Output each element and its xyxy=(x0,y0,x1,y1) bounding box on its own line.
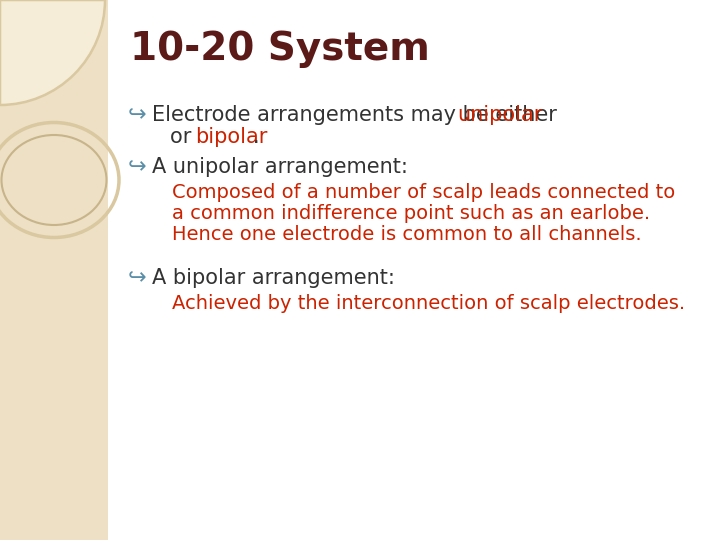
Text: ↪: ↪ xyxy=(128,268,147,288)
Text: .: . xyxy=(253,127,259,147)
Text: ↪: ↪ xyxy=(128,157,147,177)
Text: or: or xyxy=(170,127,198,147)
Text: Hence one electrode is common to all channels.: Hence one electrode is common to all cha… xyxy=(172,225,642,244)
Text: 10-20 System: 10-20 System xyxy=(130,30,430,68)
Wedge shape xyxy=(0,0,105,105)
Text: ↪: ↪ xyxy=(128,105,147,125)
Text: A bipolar arrangement:: A bipolar arrangement: xyxy=(152,268,395,288)
Text: Composed of a number of scalp leads connected to: Composed of a number of scalp leads conn… xyxy=(172,183,675,202)
Text: Achieved by the interconnection of scalp electrodes.: Achieved by the interconnection of scalp… xyxy=(172,294,685,313)
Text: Electrode arrangements may be either: Electrode arrangements may be either xyxy=(152,105,564,125)
Text: a common indifference point such as an earlobe.: a common indifference point such as an e… xyxy=(172,204,650,223)
Text: A unipolar arrangement:: A unipolar arrangement: xyxy=(152,157,408,177)
Bar xyxy=(0,0,108,540)
Text: bipolar: bipolar xyxy=(194,127,267,147)
Text: unipolar: unipolar xyxy=(457,105,543,125)
